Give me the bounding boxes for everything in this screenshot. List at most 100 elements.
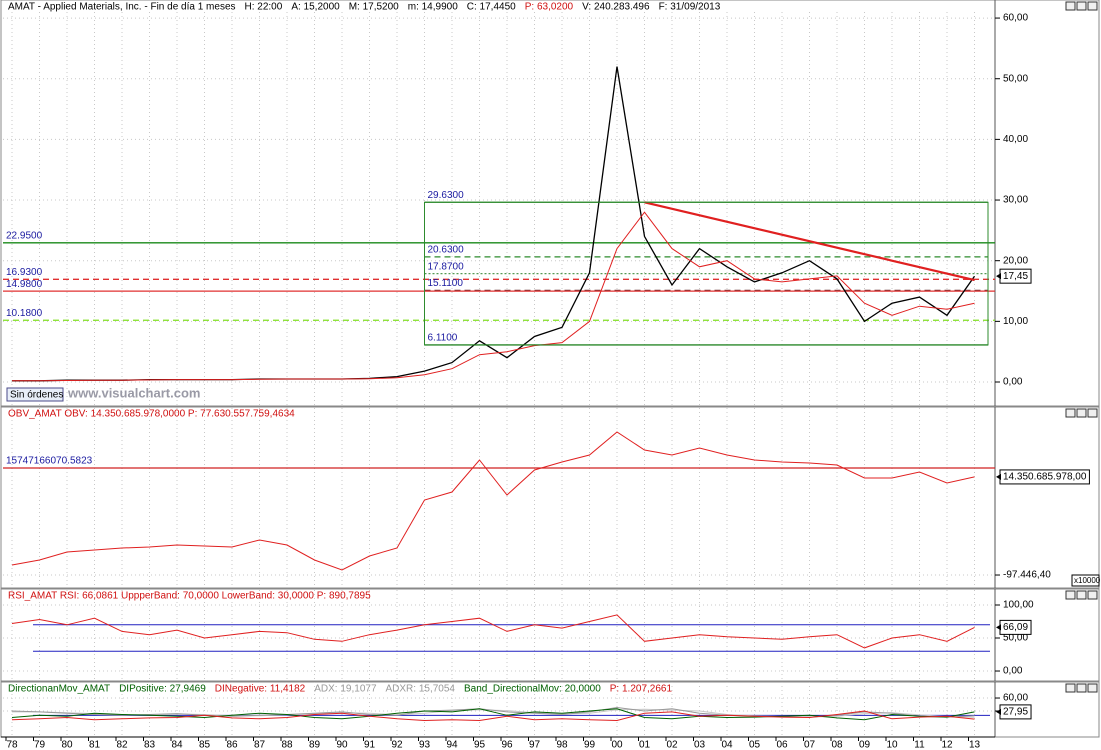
panel-title: V: 240.283.496 — [582, 2, 650, 13]
y-tick-label: 50,00 — [1003, 633, 1028, 644]
y-tick-label: 0,00 — [1003, 666, 1023, 677]
level-label: 15747166070.5823 — [6, 456, 93, 467]
last-value-label: 66,09 — [1003, 622, 1028, 633]
plot-area — [3, 408, 995, 588]
level-label: 17.8700 — [428, 261, 465, 272]
x-tick-label: 85 — [199, 740, 211, 750]
panel-title: C: 17,4450 — [467, 2, 516, 13]
panel-title: DINegative: 11,4182 — [215, 684, 306, 695]
plot-area — [3, 682, 995, 736]
series-line — [11, 614, 975, 649]
x-tick-label: 91 — [364, 740, 376, 750]
last-value-marker — [996, 624, 1001, 631]
level-label: 15.1100 — [428, 278, 464, 289]
x-tick-label: 01 — [639, 740, 651, 750]
panel-title: DIPositive: 27,9469 — [119, 684, 206, 695]
x-tick-label: 12 — [941, 740, 953, 750]
window-button[interactable] — [1076, 1, 1087, 11]
y-tick-label: -97.446,40 — [1003, 570, 1051, 581]
x-tick-label: 07 — [804, 740, 816, 750]
panel-title: P: 1.207,2661 — [610, 684, 673, 695]
window-button[interactable] — [1065, 590, 1076, 600]
orders-button-label[interactable]: Sin órdenes — [10, 390, 63, 401]
orders-button[interactable] — [6, 387, 64, 402]
x-tick-label: 06 — [776, 740, 788, 750]
x-tick-label: 89 — [309, 740, 321, 750]
level-label: 10.1800 — [6, 308, 43, 319]
x-tick-label: 78 — [6, 740, 18, 750]
window-button[interactable] — [1076, 590, 1087, 600]
axis-multiplier: x10000 — [1074, 576, 1101, 585]
y-tick-label: 60,00 — [1003, 13, 1028, 24]
x-tick-label: 08 — [831, 740, 843, 750]
panel-title: P: 63,0200 — [525, 2, 574, 13]
y-tick-label: 30,00 — [1003, 195, 1028, 206]
y-tick-label: 0,00 — [1003, 377, 1023, 388]
x-tick-label: 10 — [886, 740, 898, 750]
y-tick-label: 20,00 — [1003, 255, 1028, 266]
x-tick-label: 03 — [694, 740, 706, 750]
x-tick-label: 97 — [529, 740, 541, 750]
multiplier-box — [1071, 574, 1100, 587]
x-tick-label: 88 — [281, 740, 293, 750]
level-label: 16.9300 — [6, 267, 43, 278]
x-tick-label: 09 — [859, 740, 871, 750]
level-label: 20.6300 — [428, 245, 465, 256]
window-button[interactable] — [1065, 408, 1076, 418]
x-tick-label: 11 — [914, 740, 925, 750]
y-tick-label: 40,00 — [1003, 134, 1028, 145]
panel-title: H: 22:00 — [245, 2, 283, 13]
window-button[interactable] — [1087, 408, 1098, 418]
panel-title: A: 15,2000 — [291, 2, 340, 13]
x-tick-label: 79 — [34, 740, 46, 750]
panel-frame — [0, 681, 1100, 738]
panel-title: m: 14,9900 — [408, 2, 458, 13]
panel-title: ADXR: 15,7054 — [386, 684, 456, 695]
series-line — [12, 211, 975, 382]
window-button[interactable] — [1065, 1, 1076, 11]
last-value-marker — [996, 708, 1001, 715]
y-tick-label: 60,00 — [1003, 693, 1028, 704]
x-tick-label: 00 — [611, 740, 623, 750]
window-button[interactable] — [1087, 683, 1098, 693]
last-value-label: 27,95 — [1003, 707, 1028, 718]
x-tick-label: 04 — [721, 740, 733, 750]
last-value-marker — [996, 473, 1001, 480]
x-tick-label: 93 — [419, 740, 431, 750]
last-value-marker — [996, 273, 1001, 280]
window-button[interactable] — [1087, 1, 1098, 11]
x-tick-label: 92 — [391, 740, 403, 750]
y-tick-label: 100,00 — [1003, 600, 1034, 611]
x-tick-label: 98 — [556, 740, 568, 750]
series-line — [11, 708, 975, 721]
level-label: 14.9800 — [6, 279, 43, 290]
y-tick-label: 10,00 — [1003, 316, 1028, 327]
watermark: www.visualchart.com — [67, 385, 200, 400]
panel-title: OBV_AMAT OBV: 14.350.685.978,0000 P: 77.… — [8, 409, 295, 420]
x-tick-label: 86 — [226, 740, 238, 750]
x-tick-label: 96 — [501, 740, 513, 750]
window-button[interactable] — [1076, 408, 1087, 418]
trendline — [644, 201, 975, 282]
series-line — [11, 710, 975, 722]
x-tick-label: 99 — [584, 740, 596, 750]
window-button[interactable] — [1065, 683, 1076, 693]
series-line — [11, 431, 975, 571]
level-label: 22.9500 — [6, 230, 43, 241]
x-tick-label: 95 — [474, 740, 486, 750]
level-label: 29.6300 — [428, 190, 465, 201]
window-button[interactable] — [1087, 590, 1098, 600]
x-tick-label: 83 — [144, 740, 156, 750]
panel-frame — [0, 0, 1100, 407]
window-button[interactable] — [1076, 683, 1087, 693]
x-tick-label: 94 — [446, 740, 458, 750]
level-label: 6.1100 — [428, 333, 458, 344]
x-tick-label: 02 — [666, 740, 678, 750]
x-tick-label: 90 — [336, 740, 348, 750]
x-tick-label: 13 — [969, 740, 981, 750]
panel-title: DirectionanMov_AMAT — [8, 684, 110, 695]
panel-title: F: 31/09/2013 — [659, 2, 721, 13]
